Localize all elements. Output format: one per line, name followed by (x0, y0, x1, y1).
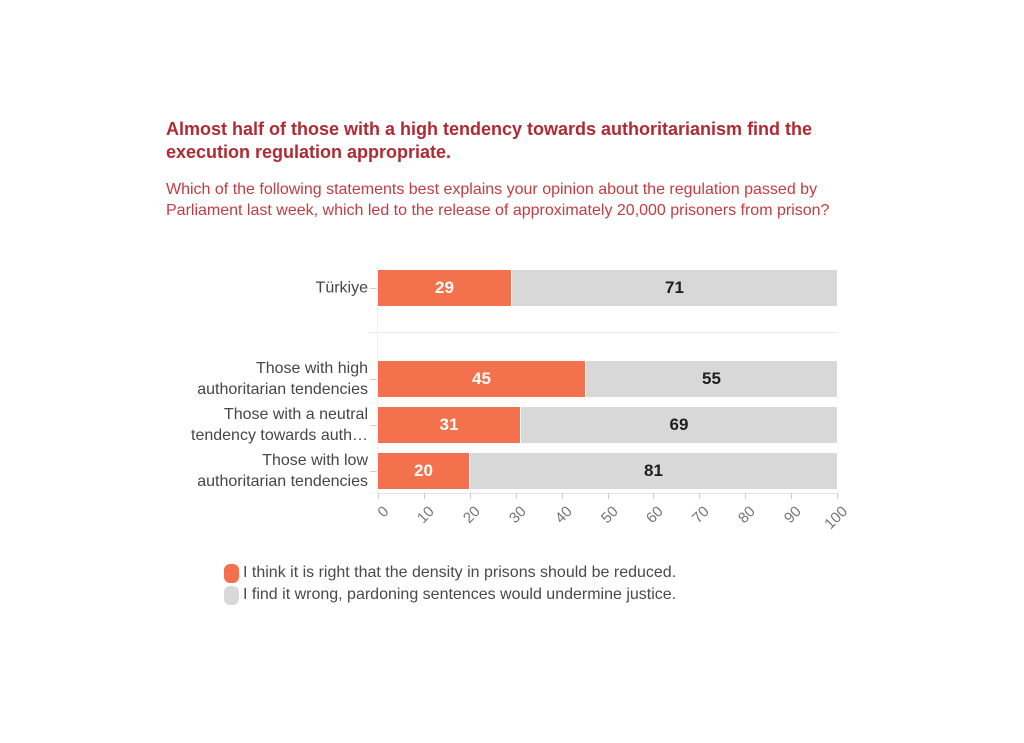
x-tick-label: 60 (643, 503, 668, 527)
x-axis-tick (608, 493, 609, 499)
x-axis-tick (837, 493, 838, 499)
bar-segment-disagree: 69 (520, 407, 837, 443)
x-tick-label: 100 (821, 503, 852, 533)
bar-row: 31 69 (378, 407, 837, 443)
x-tick-label: 80 (735, 503, 760, 527)
x-axis-tick (653, 493, 654, 499)
x-tick-label: 0 (374, 503, 393, 521)
category-tick (370, 425, 377, 426)
x-axis-tick (562, 493, 563, 499)
legend-swatch-icon (224, 563, 239, 583)
legend-label: I think it is right that the density in … (243, 564, 677, 581)
x-axis-tick (470, 493, 471, 499)
bar-value-label: 69 (669, 415, 689, 434)
x-tick-label: 30 (506, 503, 531, 527)
x-axis-tick (699, 493, 700, 499)
category-tick (370, 288, 377, 289)
x-axis-tick (378, 493, 379, 499)
bar-row: 45 55 (378, 361, 837, 397)
x-axis-tick (791, 493, 792, 499)
bar-value-label: 81 (644, 461, 663, 480)
bar-value-label: 55 (702, 369, 721, 388)
chart-subtitle: Which of the following statements best e… (166, 181, 830, 219)
plot-left-axis-line (377, 268, 378, 493)
x-axis-tick (516, 493, 517, 499)
legend-label: I find it wrong, pardoning sentences wou… (243, 586, 677, 603)
bar-value-label: 71 (665, 278, 684, 297)
bar-row: 20 81 (378, 453, 837, 489)
bar-value-label: 29 (435, 278, 454, 297)
legend-item: I find it wrong, pardoning sentences wou… (224, 584, 676, 606)
bar-segment-disagree: 81 (469, 453, 837, 489)
x-tick-label: 70 (689, 503, 714, 527)
bar-value-label: 31 (439, 415, 459, 434)
category-tick (370, 471, 377, 472)
x-tick-label: 50 (598, 503, 623, 527)
category-label: Türkiye (315, 279, 368, 297)
bar-row: 29 71 (378, 270, 837, 306)
category-label: Those with low authoritarian tendencies (197, 452, 368, 490)
bar-segment-disagree: 71 (511, 270, 837, 306)
legend: I think it is right that the density in … (224, 562, 676, 606)
category-tick (370, 379, 377, 380)
x-tick-label: 40 (552, 503, 577, 527)
legend-swatch-icon (224, 585, 239, 605)
x-tick-label: 20 (460, 503, 485, 527)
category-label: Those with high authoritarian tendencies (197, 360, 368, 398)
bar-segment-agree: 29 (378, 270, 511, 306)
bar-segment-agree: 45 (378, 361, 585, 397)
x-axis-tick (424, 493, 425, 499)
x-tick-label: 90 (781, 503, 806, 527)
x-axis-tick (745, 493, 746, 499)
bar-value-label: 45 (472, 369, 491, 388)
legend-item: I think it is right that the density in … (224, 562, 676, 584)
chart-title: Almost half of those with a high tendenc… (166, 119, 813, 162)
x-tick-label: 10 (414, 503, 439, 527)
category-label: Those with a neutral tendency towards au… (191, 406, 368, 444)
bar-segment-agree: 31 (378, 407, 520, 443)
bar-value-label: 20 (414, 461, 433, 480)
bar-segment-agree: 20 (378, 453, 469, 489)
bar-segment-disagree: 55 (585, 361, 837, 397)
group-separator-line (369, 332, 837, 333)
